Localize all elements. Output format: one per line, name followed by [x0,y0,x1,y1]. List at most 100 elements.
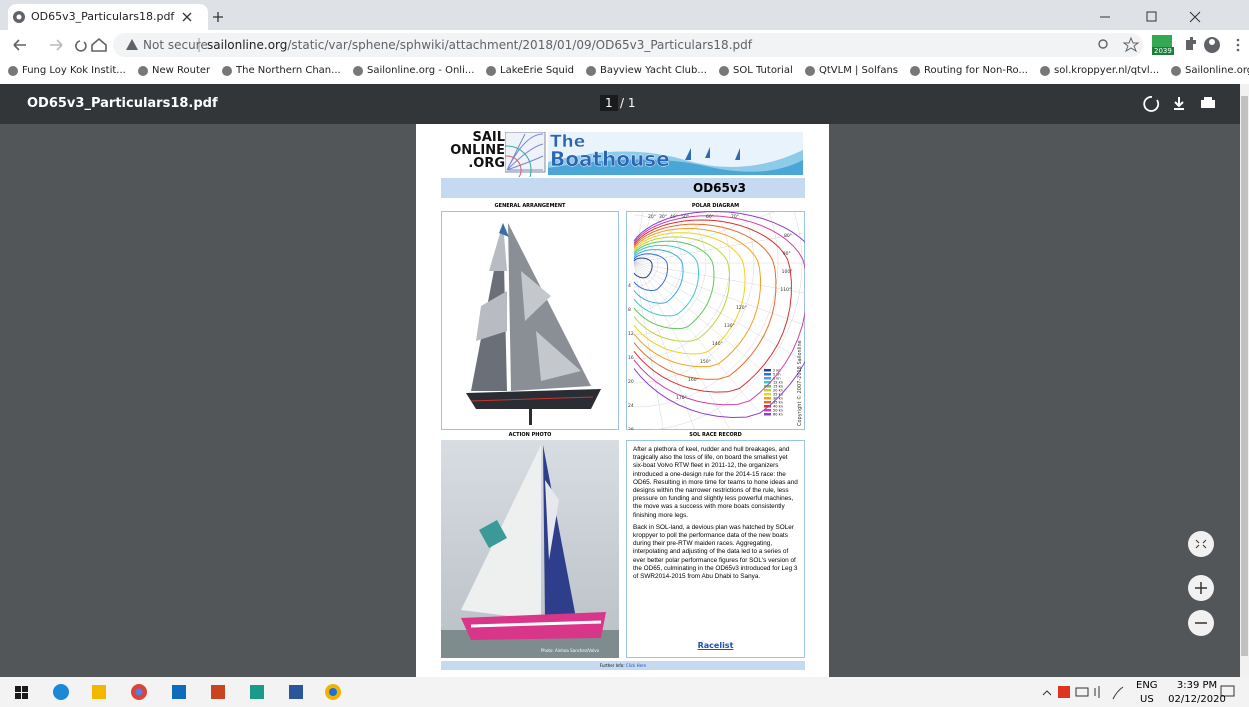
bookmark-label: Sailonline.org - Onli... [367,65,474,76]
page-number[interactable]: 1 [600,95,618,111]
bookmark[interactable]: The Northern Chan... [222,65,341,76]
banner-word: Boathouse [550,151,670,168]
action-photo [441,440,619,658]
angle-label: 120° [736,305,747,311]
tab-icons [0,0,1249,30]
bookmark-label: Sailonline.org Tools... [1185,65,1249,76]
security-label[interactable]: Not secure [143,38,208,52]
angle-label: 170° [676,395,687,401]
bookmark[interactable]: QtVLM | Solfans [805,65,898,76]
bookmark[interactable]: sol.kroppyer.nl/qtvl... [1040,65,1159,76]
bookmark-icon [1040,66,1050,76]
bookmarks-bar: Fung Loy Kok Instit... New Router The Nort… [0,60,1249,85]
paragraph: After a plethora of keel, rudder and hul… [633,446,799,520]
bookmark[interactable]: Sailonline.org Tools... [1171,65,1249,76]
angle-label: 140° [712,341,723,347]
bookmark[interactable]: Routing for Non-Ro... [910,65,1028,76]
bookmark-icon [1171,66,1181,76]
screen: OD65v3_Particulars18.pdf Not secure sail… [0,0,1249,707]
bookmark[interactable]: LakeErie Squid [486,65,574,76]
zoom-controls[interactable] [1185,528,1219,640]
angle-label: 130° [724,323,735,329]
url-host: sailonline.org [207,38,287,52]
bookmark-icon [8,66,18,76]
legend-label: 60 kn [773,413,783,417]
bookmark-label: SOL Tutorial [733,65,793,76]
bookmark[interactable]: SOL Tutorial [719,65,793,76]
region: US [1140,694,1154,705]
tab-title: OD65v3_Particulars18.pdf [31,10,174,23]
angle-label: 40° [670,214,678,220]
bookmark-icon [805,66,815,76]
taskbar-icons[interactable] [0,677,1249,707]
section-heading: POLAR DIAGRAM [626,203,805,209]
radial-label: 20 [628,379,634,385]
bookmark-label: LakeErie Squid [500,65,574,76]
bookmark-label: The Northern Chan... [236,65,341,76]
clock-time: 3:39 PM [1172,680,1222,691]
section-heading: SOL RACE RECORD [626,432,805,438]
bookmark[interactable]: Fung Loy Kok Instit... [8,65,126,76]
bookmark[interactable]: Sailonline.org - Onli... [353,65,474,76]
racelist-link[interactable]: Racelist [626,641,805,650]
footer-bar: Further Info: Click Here [441,661,805,670]
legend-swatch [764,369,771,372]
radial-label: 12 [628,331,634,337]
footer-label: Further Info: [600,663,625,668]
section-heading: ACTION PHOTO [441,432,619,438]
bookmark-label: sol.kroppyer.nl/qtvl... [1054,65,1159,76]
extension-badge: 2039 [1152,47,1174,55]
bookmark[interactable]: New Router [138,65,210,76]
title-bar [441,178,805,198]
angle-label: 110° [780,287,791,293]
radial-label: 28 [628,427,634,430]
bookmark-label: Routing for Non-Ro... [924,65,1028,76]
legend-swatch [764,401,771,404]
angle-label: 20° [648,214,656,220]
bookmark-label: Bayview Yacht Club... [600,65,707,76]
language: ENG [1136,680,1158,691]
legend-swatch [764,389,771,392]
bookmark-icon [586,66,596,76]
legend-swatch [764,373,771,376]
photo-credit: Photo: Ainhoa Sanchez/Volvo [541,648,599,653]
bookmark-icon [138,66,148,76]
paragraph: Back in SOL-land, a devious plan was hat… [633,524,799,581]
angle-label: 150° [700,359,711,365]
radial-label: 16 [628,355,634,361]
url-path: /static/var/sphene/sphwiki/attachment/20… [287,38,752,52]
radial-label: 4 [628,283,631,289]
legend-swatch [764,393,771,396]
legend-swatch [764,397,771,400]
footer-link[interactable]: Click Here [626,663,646,668]
legend-swatch [764,413,771,416]
url[interactable]: sailonline.org/static/var/sphene/sphwiki… [207,38,752,52]
copyright: Copyright © 2007-2018 Sailonline [796,340,803,426]
radial-label: 8 [628,307,631,313]
angle-label: 50° [681,214,689,220]
bookmark-label: New Router [152,65,210,76]
bookmark-icon [353,66,363,76]
bookmark-icon [486,66,496,76]
angle-label: 100° [782,269,793,275]
pdf-file-name: OD65v3_Particulars18.pdf [27,96,218,111]
section-heading: GENERAL ARRANGEMENT [441,203,619,209]
bookmark-icon [910,66,920,76]
record-text: After a plethora of keel, rudder and hul… [633,446,799,581]
logo-line: .ORG [441,157,505,170]
boat-drawing [441,211,619,430]
legend-swatch [764,377,771,380]
angle-label: 160° [688,377,699,383]
bookmark-icon [222,66,232,76]
bookmark-icon [719,66,729,76]
radial-label: 24 [628,403,634,409]
page-total: / 1 [620,96,636,110]
pdf-actions [1140,94,1220,114]
angle-label: 70° [731,214,739,220]
bookmark[interactable]: Bayview Yacht Club... [586,65,707,76]
clock-date: 02/12/2020 [1167,694,1227,705]
scrollbar[interactable] [1240,84,1249,677]
